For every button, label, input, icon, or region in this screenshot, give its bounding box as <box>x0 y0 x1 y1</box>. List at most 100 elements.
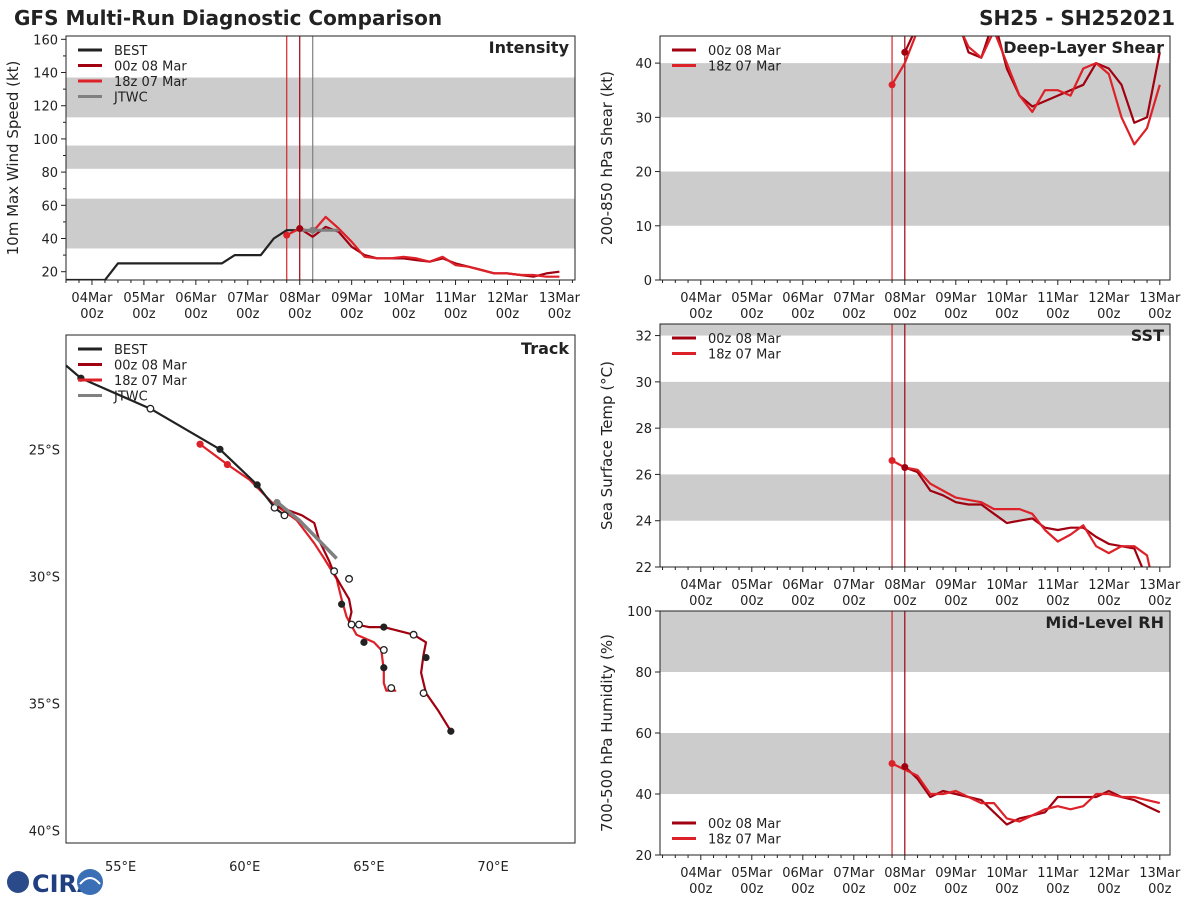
rh-band-0 <box>660 733 1170 794</box>
track-marker-11 <box>338 600 346 608</box>
rh-xtick-label-5: 09Mar <box>935 866 977 881</box>
intensity-ytick-label-2: 60 <box>41 199 58 214</box>
intensity-xtick-sublabel-8: 00z <box>496 307 520 322</box>
sst-xtick-label-5: 09Mar <box>935 578 977 593</box>
shear-series-1 <box>891 36 1161 146</box>
logo-globe-icon <box>7 871 29 893</box>
rh-xtick-label-2: 06Mar <box>782 866 824 881</box>
shear-xtick-sublabel-5: 00z <box>944 307 968 322</box>
intensity-xtick-label-0: 04Mar <box>71 291 113 306</box>
rh-ytick-label-2: 60 <box>635 727 652 742</box>
intensity-ytick-label-5: 120 <box>33 100 58 115</box>
rh-xtick-sublabel-4: 00z <box>893 882 917 897</box>
intensity-xtick-sublabel-0: 00z <box>80 307 104 322</box>
sst-plot-area <box>888 324 1151 567</box>
intensity-marker-0 <box>283 231 291 239</box>
intensity-ytick-label-6: 140 <box>33 67 58 82</box>
sst-xtick-label-8: 12Mar <box>1088 578 1130 593</box>
track-panel: 55°E 60°E 65°E 70°E 25°S 30°S 35°S 40°S Track BES… <box>29 334 576 875</box>
sst-xtick-label-4: 08Mar <box>884 578 926 593</box>
shear-xtick-label-0: 04Mar <box>680 291 722 306</box>
track-marker-3 <box>253 481 261 489</box>
intensity-ytick-label-0: 20 <box>41 266 58 281</box>
sst-band-1 <box>660 381 1170 429</box>
intensity-xtick-label-9: 13Mar <box>539 291 581 306</box>
intensity-xtick-sublabel-4: 00z <box>288 307 312 322</box>
intensity-marker-2 <box>309 226 317 234</box>
rh-band-1 <box>660 611 1170 672</box>
track-marker-22 <box>447 727 455 735</box>
track-marker-2 <box>216 445 224 453</box>
sst-title: SST <box>1131 326 1164 345</box>
rh-xtick-label-9: 13Mar <box>1139 866 1181 881</box>
track-plot-area <box>66 364 455 735</box>
rh-panel: 2040608010004Mar00z05Mar00z06Mar00z07Mar… <box>598 605 1181 897</box>
shear-xtick-label-6: 10Mar <box>986 291 1028 306</box>
rh-marker-0 <box>888 760 896 767</box>
shear-xtick-sublabel-7: 00z <box>1046 307 1070 322</box>
sst-ytick-label-0: 22 <box>635 561 652 576</box>
shear-band-0 <box>660 171 1170 226</box>
intensity-ytick-label-3: 80 <box>41 166 58 181</box>
shear-ytick-label-0: 0 <box>644 274 652 289</box>
rh-legend-label-0: 00z 08 Mar <box>708 817 781 832</box>
shear-xtick-sublabel-2: 00z <box>791 307 815 322</box>
rh-ytick-label-3: 80 <box>635 666 652 681</box>
track-xtick-label-2: 65°E <box>353 860 384 875</box>
sst-xtick-sublabel-2: 00z <box>791 594 815 609</box>
intensity-title: Intensity <box>489 38 570 57</box>
intensity-xtick-sublabel-6: 00z <box>392 307 416 322</box>
intensity-series-2 <box>286 215 560 278</box>
shear-title: Deep-Layer Shear <box>1003 38 1164 57</box>
intensity-xtick-label-8: 12Mar <box>487 291 529 306</box>
sst-ytick-label-4: 30 <box>635 376 652 391</box>
track-marker-17 <box>379 646 388 654</box>
intensity-ylabel: 10m Max Wind Speed (kt) <box>4 61 22 256</box>
track-legend-label-3: JTWC <box>113 390 148 405</box>
sst-xtick-sublabel-7: 00z <box>1046 594 1070 609</box>
shear-legend-label-0: 00z 08 Mar <box>708 44 781 59</box>
sst-xtick-label-0: 04Mar <box>680 578 722 593</box>
sst-xtick-label-1: 05Mar <box>731 578 773 593</box>
intensity-xtick-sublabel-9: 00z <box>548 307 572 322</box>
rh-xtick-sublabel-9: 00z <box>1148 882 1172 897</box>
rh-xtick-sublabel-1: 00z <box>740 882 764 897</box>
shear-ytick-label-3: 30 <box>635 111 652 126</box>
sst-xtick-label-7: 11Mar <box>1037 578 1079 593</box>
rh-xtick-sublabel-8: 00z <box>1097 882 1121 897</box>
intensity-band-2 <box>66 77 575 118</box>
shear-marker-0 <box>888 81 896 89</box>
rh-ytick-label-1: 40 <box>635 788 652 803</box>
shear-ytick-label-2: 20 <box>635 166 652 181</box>
shear-marker-1 <box>901 48 909 56</box>
intensity-xtick-label-6: 10Mar <box>383 291 425 306</box>
sst-ytick-label-5: 32 <box>635 330 652 345</box>
intensity-xtick-label-4: 08Mar <box>279 291 321 306</box>
track-frame <box>65 334 576 844</box>
rh-xtick-label-3: 07Mar <box>833 866 875 881</box>
sst-xtick-label-2: 06Mar <box>782 578 824 593</box>
sst-panel: 22242628303204Mar00z05Mar00z06Mar00z07Ma… <box>598 323 1181 609</box>
shear-plot-area <box>888 36 1161 280</box>
shear-xtick-sublabel-1: 00z <box>740 307 764 322</box>
shear-xtick-label-5: 09Mar <box>935 291 977 306</box>
rh-xtick-sublabel-6: 00z <box>995 882 1019 897</box>
intensity-legend-label-1: 00z 08 Mar <box>114 60 187 75</box>
sst-marker-0 <box>888 457 896 465</box>
intensity-legend-label-0: BEST <box>114 44 147 59</box>
track-ytick-label-3: 40°S <box>29 824 60 839</box>
track-marker-13 <box>355 620 363 629</box>
track-marker-9 <box>330 567 339 576</box>
logo-swoosh-icon <box>79 877 101 885</box>
logo-emblem-icon <box>77 869 103 895</box>
shear-series-0 <box>903 36 1161 124</box>
rh-xtick-label-1: 05Mar <box>731 866 773 881</box>
intensity-band-1 <box>66 145 575 169</box>
rh-xtick-label-4: 08Mar <box>884 866 926 881</box>
track-marker-6 <box>273 499 281 507</box>
sst-ytick-label-2: 26 <box>635 468 652 483</box>
rh-marker-1 <box>901 763 909 771</box>
track-marker-1 <box>146 404 155 413</box>
track-marker-18 <box>380 664 388 672</box>
